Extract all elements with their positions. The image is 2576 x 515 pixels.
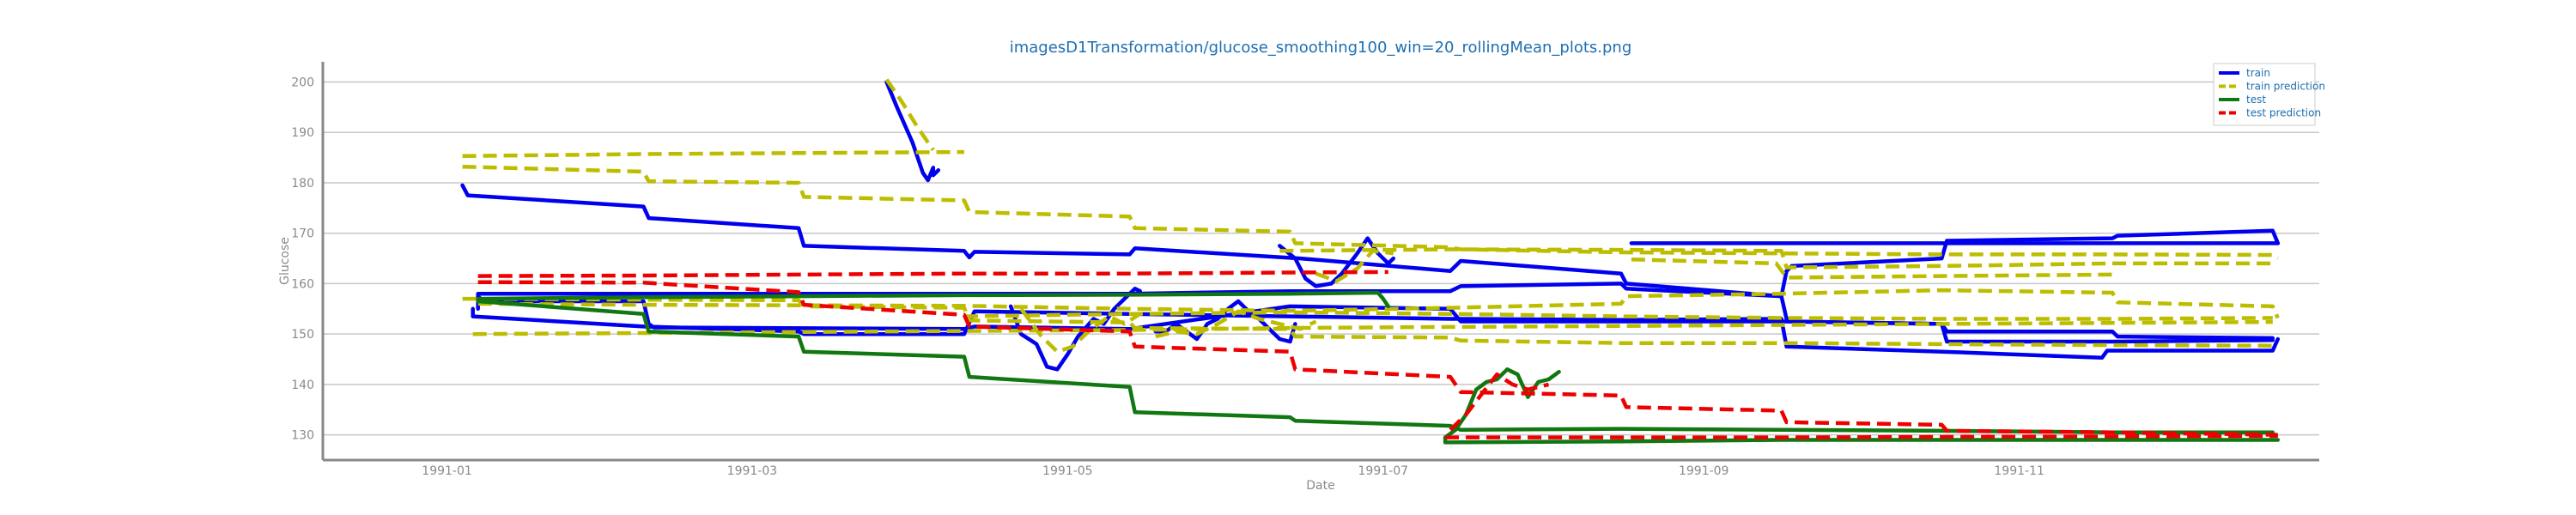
series-line	[1278, 236, 1396, 288]
y-axis-label: Glucose	[278, 237, 292, 285]
chart-title: imagesD1Transformation/glucose_smoothing…	[1010, 39, 1632, 57]
series-line	[476, 299, 2275, 434]
series-line	[476, 290, 1391, 309]
y-tick-label: 130	[291, 429, 314, 443]
series-line	[476, 228, 2281, 312]
series-line	[1315, 249, 1394, 283]
legend-entry: test prediction	[2246, 107, 2321, 119]
series-line	[1445, 433, 2278, 439]
series-line	[472, 319, 2273, 336]
y-tick-label: 170	[291, 227, 314, 241]
series-test	[476, 290, 2281, 445]
y-tick-label: 200	[291, 76, 314, 89]
series-line	[477, 270, 1388, 278]
series-train-prediction	[462, 78, 2280, 354]
series-line	[1019, 307, 1141, 354]
series-line	[884, 80, 941, 183]
series-line	[477, 288, 2280, 319]
series-line	[476, 294, 2275, 344]
series-line	[462, 149, 964, 159]
x-tick-label: 1991-03	[727, 464, 778, 478]
series-test-prediction	[477, 270, 2278, 439]
x-tick-label: 1991-09	[1679, 464, 1729, 478]
x-tick-label: 1991-07	[1358, 464, 1409, 478]
legend-entry: train	[2246, 67, 2270, 79]
series-line	[963, 310, 2273, 321]
series-line	[462, 164, 2280, 260]
y-tick-label: 140	[291, 379, 314, 392]
series-line	[1008, 287, 1142, 372]
series-line	[460, 183, 2275, 341]
y-tick-labels: 130 140 150 160 170 180 190 200	[291, 76, 314, 442]
series-line	[1155, 309, 1317, 339]
series-line	[471, 306, 2281, 360]
series-line	[1279, 247, 2273, 270]
x-tick-label: 1991-01	[422, 464, 472, 478]
x-axis-label: Date	[1306, 479, 1334, 493]
series-layer	[460, 78, 2281, 445]
series-line	[1443, 367, 1561, 439]
series-line	[1443, 435, 2281, 445]
legend-entry: test	[2246, 94, 2266, 106]
x-tick-label: 1991-11	[1994, 464, 2044, 478]
y-tick-label: 160	[291, 277, 314, 291]
legend-entry: train prediction	[2246, 81, 2325, 93]
axes	[321, 62, 2319, 462]
y-tick-label: 190	[291, 126, 314, 140]
x-tick-labels: 1991-01 1991-03 1991-05 1991-07 1991-09 1991-…	[422, 464, 2044, 478]
series-line	[477, 280, 2278, 437]
y-tick-label: 150	[291, 328, 314, 342]
series-line	[1449, 372, 1550, 432]
series-line	[884, 78, 935, 152]
y-tick-label: 180	[291, 177, 314, 191]
series-line	[1631, 257, 2113, 280]
x-tick-label: 1991-05	[1042, 464, 1093, 478]
